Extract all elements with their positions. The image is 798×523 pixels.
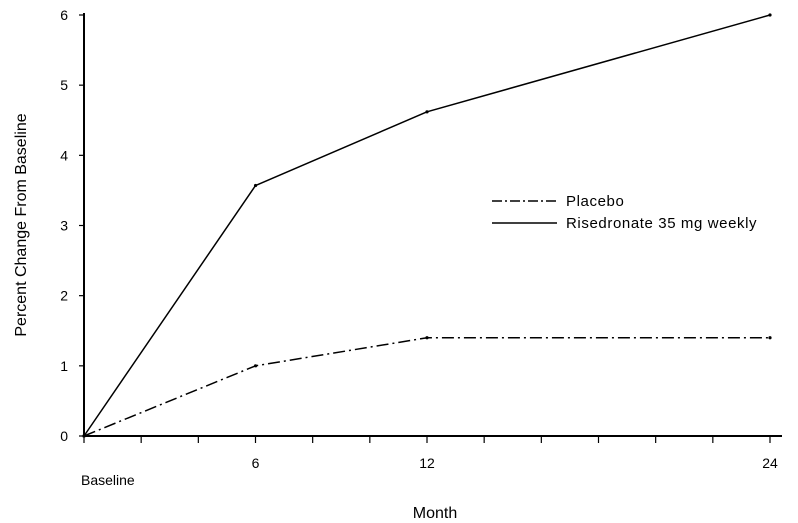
y-tick-label: 3: [60, 218, 68, 234]
y-tick-label: 4: [60, 147, 68, 163]
data-point: [425, 110, 429, 114]
data-point: [253, 183, 258, 188]
y-tick-label: 5: [60, 77, 68, 93]
series-lines: [82, 13, 772, 438]
x-tick-label: 6: [252, 455, 260, 471]
data-point: [253, 364, 258, 368]
y-tick-label: 2: [60, 288, 68, 304]
x-axis-title: Month: [413, 505, 457, 522]
legend: Placebo Risedronate 35 mg weekly: [492, 193, 757, 232]
y-axis-title: Percent Change From Baseline: [13, 113, 30, 336]
y-tick-label: 6: [60, 7, 68, 23]
legend-label-placebo: Placebo: [566, 193, 624, 210]
series-line-placebo: [83, 337, 770, 437]
data-point: [768, 13, 772, 17]
x-tick-label: 12: [419, 455, 435, 471]
y-tick-label: 1: [60, 358, 68, 374]
legend-label-risedronate: Risedronate 35 mg weekly: [566, 215, 757, 232]
y-tick-label: 0: [60, 428, 68, 444]
series-line-risedronate: [83, 14, 771, 437]
data-point: [82, 434, 86, 438]
data-point: [768, 336, 772, 340]
data-point: [425, 336, 429, 340]
x-tick-label: 24: [762, 455, 778, 471]
x-tick-label: Baseline: [81, 472, 135, 488]
